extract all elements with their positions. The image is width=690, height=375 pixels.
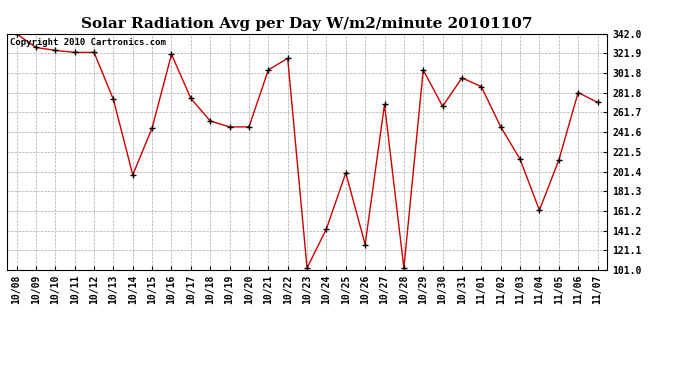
Title: Solar Radiation Avg per Day W/m2/minute 20101107: Solar Radiation Avg per Day W/m2/minute …	[81, 17, 533, 31]
Text: Copyright 2010 Cartronics.com: Copyright 2010 Cartronics.com	[10, 39, 166, 48]
